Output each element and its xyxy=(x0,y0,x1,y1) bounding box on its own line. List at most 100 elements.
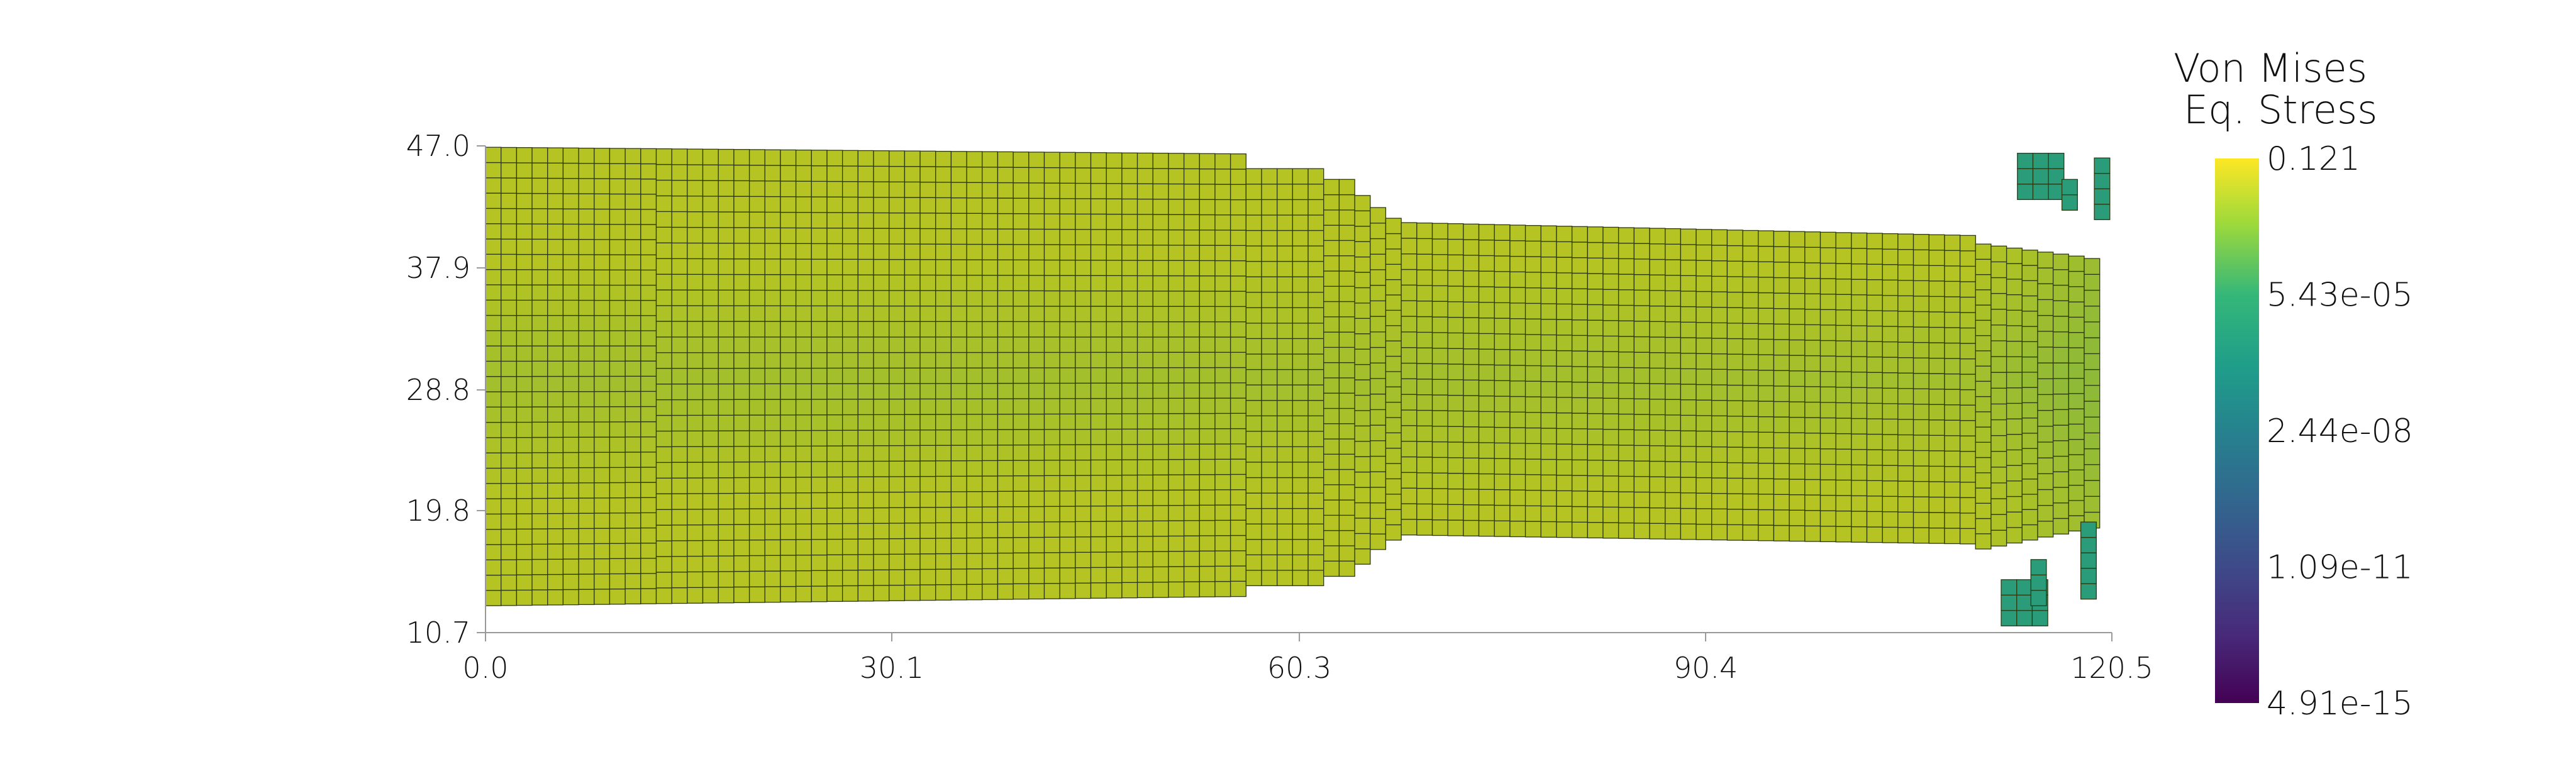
mesh-cell xyxy=(826,507,843,524)
mesh-cell xyxy=(1230,153,1246,170)
mesh-cell xyxy=(982,275,999,291)
mesh-cell xyxy=(1602,289,1619,306)
mesh-cell xyxy=(873,414,890,431)
mesh-cell xyxy=(485,223,502,240)
mesh-cell xyxy=(1618,274,1635,291)
mesh-cell xyxy=(1649,367,1666,384)
mesh-cell xyxy=(982,506,999,523)
mesh-cell xyxy=(1307,214,1324,231)
mesh-cell xyxy=(1866,341,1883,358)
mesh-cell xyxy=(718,180,735,197)
mesh-cell xyxy=(1726,307,1743,324)
mesh-cell xyxy=(748,305,765,322)
mesh-cell xyxy=(1882,480,1899,497)
mesh-cell xyxy=(1277,353,1294,370)
mesh-cell xyxy=(966,522,983,539)
mesh-cell xyxy=(594,208,611,225)
mesh-cell xyxy=(1587,226,1604,243)
mesh-cell xyxy=(531,467,548,484)
mesh-cell xyxy=(2068,454,2085,470)
mesh-cell xyxy=(501,360,518,377)
mesh-cell xyxy=(1851,402,1868,419)
mesh-cell xyxy=(904,523,921,539)
mesh-cell-fragment xyxy=(2080,552,2097,569)
mesh-cell xyxy=(640,482,657,498)
mesh-cell xyxy=(733,164,750,182)
mesh-cell xyxy=(1090,336,1107,353)
mesh-cell xyxy=(1587,444,1604,461)
mesh-cell xyxy=(702,430,719,447)
mesh-cell xyxy=(889,383,906,400)
mesh-cell xyxy=(1013,367,1030,384)
mesh-cell xyxy=(1494,504,1511,521)
mesh-cell xyxy=(982,367,999,384)
mesh-cell xyxy=(1043,367,1060,384)
mesh-cell xyxy=(1571,382,1588,399)
mesh-cell xyxy=(1494,474,1511,491)
mesh-cell xyxy=(2084,464,2101,481)
mesh-cell xyxy=(1152,382,1169,399)
mesh-cell xyxy=(748,446,765,463)
mesh-cell xyxy=(516,559,533,575)
mesh-cell xyxy=(2068,332,2085,348)
mesh-cell xyxy=(1214,214,1231,231)
mesh-cell xyxy=(982,336,999,353)
mesh-cell xyxy=(950,228,967,245)
mesh-cell xyxy=(1292,539,1309,555)
mesh-cell xyxy=(904,181,921,198)
mesh-cell xyxy=(1540,521,1557,538)
mesh-cell xyxy=(1990,356,2007,373)
mesh-cell xyxy=(687,180,704,197)
mesh-cell xyxy=(1168,489,1185,506)
mesh-cell xyxy=(1136,260,1153,277)
mesh-cell xyxy=(1323,545,1340,562)
mesh-cell xyxy=(1075,290,1092,307)
mesh-cell xyxy=(857,414,874,431)
mesh-cell xyxy=(1944,358,1961,375)
mesh-cell xyxy=(1913,311,1929,328)
mesh-cell xyxy=(950,383,967,399)
mesh-cell xyxy=(501,574,518,591)
mesh-cell xyxy=(1075,260,1092,276)
mesh-cell xyxy=(1214,382,1231,399)
mesh-cell xyxy=(1354,272,1371,289)
mesh-cell xyxy=(1230,504,1246,521)
mesh-cell xyxy=(841,321,858,338)
mesh-cell xyxy=(1106,352,1123,369)
mesh-cell xyxy=(1789,292,1806,309)
mesh-cell xyxy=(966,460,983,477)
mesh-cell xyxy=(1540,428,1557,445)
mesh-cell xyxy=(1913,341,1929,358)
mesh-cell xyxy=(904,383,921,400)
mesh-cell xyxy=(1463,457,1480,474)
mesh-cell xyxy=(1851,309,1868,326)
mesh-cell xyxy=(1277,245,1294,262)
mesh-cell xyxy=(1401,253,1418,270)
mesh-cell xyxy=(1075,536,1092,553)
mesh-cell xyxy=(748,227,765,244)
mesh-cell xyxy=(780,445,797,462)
mesh-cell xyxy=(982,259,999,276)
mesh-cell xyxy=(547,391,564,407)
mesh-cell xyxy=(841,492,858,509)
mesh-cell xyxy=(1059,460,1076,476)
mesh-cell xyxy=(1789,432,1806,449)
mesh-cell xyxy=(982,382,999,399)
mesh-cell xyxy=(1990,340,2007,357)
mesh-cell xyxy=(904,166,921,183)
mesh-cell xyxy=(485,162,502,179)
mesh-cell xyxy=(2006,309,2023,326)
mesh-cell xyxy=(1277,462,1294,479)
mesh-cell xyxy=(718,196,735,213)
mesh-cell xyxy=(516,284,533,301)
mesh-cell xyxy=(1804,479,1821,496)
mesh-cell xyxy=(516,528,533,545)
mesh-cell xyxy=(1214,367,1231,384)
mesh-cell xyxy=(562,589,579,606)
mesh-cell xyxy=(780,289,797,306)
mesh-cell xyxy=(811,165,828,182)
mesh-cell xyxy=(1168,551,1185,567)
mesh-cell xyxy=(1556,272,1573,289)
mesh-cell xyxy=(2052,502,2069,519)
mesh-cell xyxy=(1897,527,1914,544)
